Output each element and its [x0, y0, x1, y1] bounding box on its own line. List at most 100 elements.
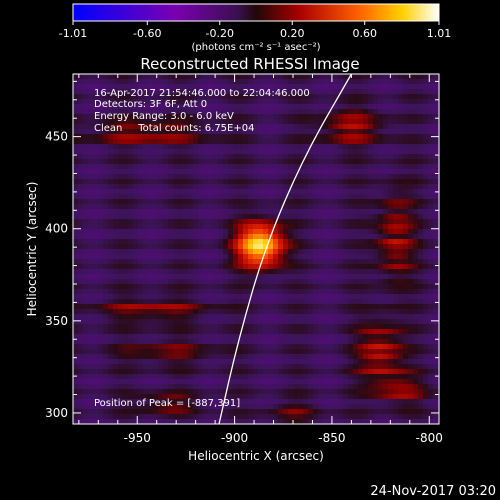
heatmap-cell: [408, 169, 414, 175]
heatmap-cell: [273, 179, 279, 185]
heatmap-cell: [343, 279, 349, 285]
heatmap-cell: [263, 319, 269, 325]
heatmap-cell: [158, 309, 164, 315]
heatmap-cell: [243, 289, 249, 295]
heatmap-cell: [338, 139, 344, 145]
heatmap-cell: [398, 254, 404, 260]
heatmap-cell: [83, 399, 89, 405]
heatmap-cell: [398, 239, 404, 245]
heatmap-cell: [368, 234, 374, 240]
heatmap-cell: [118, 404, 124, 410]
heatmap-cell: [148, 189, 154, 195]
heatmap-cell: [153, 249, 159, 255]
heatmap-cell: [78, 399, 84, 405]
heatmap-cell: [138, 314, 144, 320]
heatmap-cell: [263, 214, 269, 220]
heatmap-cell: [243, 199, 249, 205]
heatmap-cell: [128, 269, 134, 275]
heatmap-cell: [433, 169, 439, 175]
heatmap-cell: [408, 384, 414, 390]
heatmap-cell: [243, 364, 249, 370]
heatmap-cell: [128, 374, 134, 380]
heatmap-cell: [148, 379, 154, 385]
heatmap-cell: [318, 254, 324, 260]
heatmap-cell: [238, 399, 244, 405]
heatmap-cell: [128, 254, 134, 260]
heatmap-cell: [203, 184, 209, 190]
heatmap-cell: [223, 139, 229, 145]
heatmap-cell: [418, 244, 424, 250]
heatmap-cell: [188, 239, 194, 245]
heatmap-cell: [178, 329, 184, 335]
heatmap-cell: [408, 289, 414, 295]
heatmap-cell: [208, 334, 214, 340]
heatmap-cell: [258, 284, 264, 290]
heatmap-cell: [108, 349, 114, 355]
heatmap-cell: [213, 339, 219, 345]
heatmap-cell: [123, 84, 129, 90]
heatmap-cell: [353, 124, 359, 130]
heatmap-cell: [428, 284, 434, 290]
heatmap-cell: [348, 219, 354, 225]
heatmap-cell: [153, 399, 159, 405]
heatmap-cell: [368, 94, 374, 100]
heatmap-cell: [223, 94, 229, 100]
heatmap-cell: [298, 74, 304, 80]
heatmap-cell: [278, 189, 284, 195]
heatmap-cell: [283, 194, 289, 200]
heatmap-cell: [253, 164, 259, 170]
heatmap-cell: [103, 349, 109, 355]
heatmap-cell: [428, 144, 434, 150]
heatmap-cell: [388, 319, 394, 325]
heatmap-cell: [243, 94, 249, 100]
heatmap-cell: [258, 334, 264, 340]
heatmap-cell: [393, 374, 399, 380]
heatmap-cell: [343, 224, 349, 230]
heatmap-cell: [343, 99, 349, 105]
heatmap-cell: [373, 144, 379, 150]
heatmap-cell: [333, 344, 339, 350]
heatmap-cell: [108, 219, 114, 225]
heatmap-cell: [93, 294, 99, 300]
heatmap-cell: [353, 234, 359, 240]
heatmap-cell: [213, 294, 219, 300]
heatmap-cell: [203, 169, 209, 175]
heatmap-cell: [78, 224, 84, 230]
heatmap-cell: [293, 179, 299, 185]
heatmap-cell: [118, 244, 124, 250]
heatmap-cell: [103, 149, 109, 155]
heatmap-cell: [353, 159, 359, 165]
heatmap-cell: [233, 99, 239, 105]
heatmap-cell: [353, 139, 359, 145]
heatmap-cell: [368, 169, 374, 175]
heatmap-cell: [173, 369, 179, 375]
heatmap-cell: [228, 94, 234, 100]
heatmap-cell: [408, 324, 414, 330]
heatmap-cell: [173, 339, 179, 345]
heatmap-cell: [363, 149, 369, 155]
heatmap-cell: [283, 234, 289, 240]
heatmap-cell: [258, 304, 264, 310]
heatmap-cell: [288, 354, 294, 360]
heatmap-cell: [108, 254, 114, 260]
heatmap-cell: [103, 409, 109, 415]
heatmap-cell: [88, 349, 94, 355]
heatmap-cell: [418, 249, 424, 255]
heatmap-cell: [113, 399, 119, 405]
heatmap-cell: [193, 134, 199, 140]
heatmap-cell: [118, 399, 124, 405]
heatmap-cell: [228, 204, 234, 210]
heatmap-cell: [328, 389, 334, 395]
heatmap-cell: [253, 169, 259, 175]
heatmap-cell: [393, 149, 399, 155]
heatmap-cell: [168, 304, 174, 310]
heatmap-cell: [198, 319, 204, 325]
heatmap-cell: [108, 354, 114, 360]
heatmap-cell: [208, 344, 214, 350]
heatmap-cell: [303, 269, 309, 275]
heatmap-cell: [348, 344, 354, 350]
heatmap-cell: [333, 74, 339, 80]
heatmap-cell: [83, 129, 89, 135]
heatmap-cell: [293, 369, 299, 375]
heatmap-cell: [383, 114, 389, 120]
